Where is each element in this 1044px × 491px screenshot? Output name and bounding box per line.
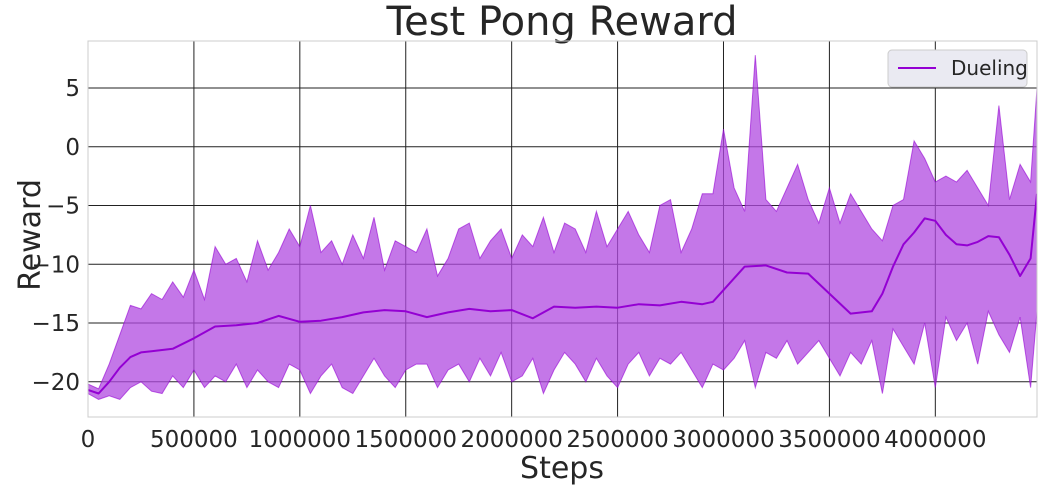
x-tick-labels: 0 500000 1000000 1500000 2000000 2500000 30000… [81,427,987,453]
y-tick-labels: −20 −15 −10 −5 0 5 [31,76,80,396]
y-tick-label: −10 [31,252,80,278]
y-tick-label: −5 [46,194,80,220]
plot-frame [87,40,1038,418]
x-tick-label: 500000 [150,427,238,453]
y-tick-label: −20 [31,370,80,396]
x-tick-label: 2000000 [460,427,562,453]
x-tick-label: 0 [81,427,96,453]
x-tick-label: 3500000 [778,427,880,453]
x-tick-label: 2500000 [566,427,668,453]
x-tick-label: 4000000 [884,427,986,453]
y-axis-title: Reward [13,179,48,291]
x-tick-label: 1500000 [355,427,457,453]
series-line-dueling [88,193,1037,395]
plot-clip-group [88,55,1037,400]
x-tick-label: 1000000 [249,427,351,453]
y-tick-label: 5 [65,76,80,102]
y-tick-label: 0 [65,135,80,161]
legend-box [887,49,1028,88]
legend-label-dueling: Dueling [951,56,1028,80]
x-tick-label: 3000000 [672,427,774,453]
x-axis-title: Steps [520,451,604,486]
chart-title: Test Pong Reward [385,0,737,45]
y-tick-label: −15 [31,311,80,337]
confidence-band [88,55,1037,400]
series-layer [88,55,1037,400]
legend: Dueling [887,49,1028,88]
